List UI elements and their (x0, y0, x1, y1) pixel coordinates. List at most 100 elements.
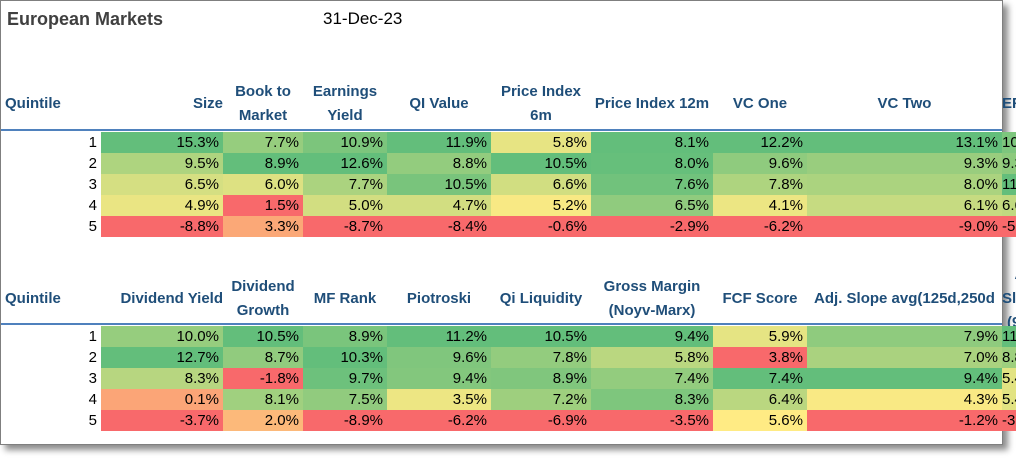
quintile-cell: 3 (1, 368, 101, 389)
value-cell: 13.1% (807, 132, 1002, 153)
column-header: Price Index 12m (594, 95, 710, 112)
value-cell: -3.8% (1002, 410, 1016, 431)
header-separator (1, 129, 1002, 131)
value-cell: 6.6% (1002, 195, 1016, 216)
value-cell: -1.2% (807, 410, 1002, 431)
date-label: 31-Dec-23 (323, 9, 403, 28)
value-cell: 5.4% (1002, 368, 1016, 389)
quintile-cell: 4 (1, 195, 101, 216)
value-cell: 5.8% (491, 132, 591, 153)
value-cell: 7.2% (491, 389, 591, 410)
table-row: 36.5%6.0%7.7%10.5%6.6%7.6%7.8%8.0%11.5% (1, 174, 1016, 195)
value-cell: -8.7% (303, 216, 387, 237)
value-cell: -3.7% (101, 410, 223, 431)
column-header: Adj. Slope avg(125d,250d (814, 290, 995, 307)
value-cell: 10.5% (223, 326, 303, 347)
value-cell: 7.9% (807, 326, 1002, 347)
value-cell: -2.9% (591, 216, 713, 237)
value-cell: 10.5% (491, 326, 591, 347)
value-cell: 4.3% (807, 389, 1002, 410)
value-cell: 10.9% (303, 132, 387, 153)
value-cell: 15.3% (101, 132, 223, 153)
value-cell: 12.6% (303, 153, 387, 174)
table-row: 110.0%10.5%8.9%11.2%10.5%9.4%5.9%7.9%11.… (1, 326, 1016, 347)
value-cell: 5.4% (1002, 389, 1016, 410)
value-cell: 6.5% (101, 174, 223, 195)
value-cell: 8.9% (491, 368, 591, 389)
page-title: European Markets (7, 9, 164, 29)
value-cell: 8.1% (591, 132, 713, 153)
value-cell: 8.8% (387, 153, 491, 174)
value-cell: 3.3% (223, 216, 303, 237)
column-header: Book to Market (235, 83, 291, 124)
value-cell: -8.9% (303, 410, 387, 431)
value-cell: 6.4% (713, 389, 807, 410)
value-cell: 2.0% (223, 410, 303, 431)
value-cell: 1.5% (223, 195, 303, 216)
quintile-cell: 1 (1, 326, 101, 347)
quintile-cell: 2 (1, 347, 101, 368)
column-header: VC One (732, 95, 788, 112)
value-cell: 6.5% (591, 195, 713, 216)
column-header: Dividend Yield (120, 290, 223, 307)
column-header: Qi Liquidity (499, 290, 583, 307)
table-row: 29.5%8.9%12.6%8.8%10.5%8.0%9.6%9.3%9.3% (1, 153, 1016, 174)
value-cell: 10.5% (387, 174, 491, 195)
column-header: Dividend Growth (231, 278, 295, 319)
value-cell: 7.4% (591, 368, 713, 389)
value-cell: -6.2% (387, 410, 491, 431)
value-cell: 4.9% (101, 195, 223, 216)
column-header: FCF Score (722, 290, 798, 307)
value-cell: 8.8% (1002, 347, 1016, 368)
value-cell: 9.4% (807, 368, 1002, 389)
value-cell: 9.6% (713, 153, 807, 174)
value-cell: 9.7% (303, 368, 387, 389)
quintile-cell: 2 (1, 153, 101, 174)
value-cell: -8.8% (101, 216, 223, 237)
column-header: Size (192, 95, 223, 112)
value-cell: 7.7% (303, 174, 387, 195)
quintile-header: Quintile (5, 290, 61, 307)
value-cell: 10.0% (101, 326, 223, 347)
table-row: 44.9%1.5%5.0%4.7%5.2%6.5%4.1%6.1%6.6% (1, 195, 1016, 216)
value-cell: 3.8% (713, 347, 807, 368)
column-header: Price Index 6m (500, 83, 582, 124)
quintile-cell: 5 (1, 216, 101, 237)
value-cell: 5.8% (591, 347, 713, 368)
value-cell: 11.9% (387, 132, 491, 153)
column-header: MF Rank (313, 290, 377, 307)
table-row: 1 15.3% 7.7% 10.9% 11.9% 5.8% 8.1% 12.2% 13.1% 10… (1, 132, 1016, 153)
header-separator (1, 323, 1002, 325)
table-row: 5 -3.7% 2.0% -8.9% -6.2% -6.9% -3.5% 5.6% -1.2% -… (1, 410, 1016, 431)
column-header: Piotroski (406, 290, 472, 307)
value-cell: 9.4% (591, 326, 713, 347)
value-cell: 5.0% (303, 195, 387, 216)
value-cell: -6.2% (713, 216, 807, 237)
value-cell: 4.1% (713, 195, 807, 216)
value-cell: 11.2% (387, 326, 491, 347)
column-header: Adj. Slope (90d) (1002, 266, 1016, 331)
value-cell: 7.4% (713, 368, 807, 389)
value-cell: -8.4% (387, 216, 491, 237)
quintile-header: Quintile (5, 95, 61, 112)
value-cell: 5.9% (713, 326, 807, 347)
value-cell: 9.3% (807, 153, 1002, 174)
value-cell: 7.6% (591, 174, 713, 195)
value-cell: 3.5% (387, 389, 491, 410)
value-cell: 8.0% (591, 153, 713, 174)
value-cell: 0.1% (101, 389, 223, 410)
table-row: 38.3%-1.8%9.7%9.4%8.9%7.4%7.4%9.4%5.4% (1, 368, 1016, 389)
value-cell: 11.5% (1002, 174, 1016, 195)
quintile-cell: 4 (1, 389, 101, 410)
value-cell: 6.6% (491, 174, 591, 195)
value-cell: 9.4% (387, 368, 491, 389)
value-cell: 9.3% (1002, 153, 1016, 174)
table-frame: European Markets 31-Dec-23 Quintile Size B… (0, 0, 1016, 445)
value-cell: 7.8% (491, 347, 591, 368)
quintile-cell: 3 (1, 174, 101, 195)
value-cell: 5.2% (491, 195, 591, 216)
value-cell: 8.3% (101, 368, 223, 389)
value-cell: 8.1% (223, 389, 303, 410)
value-cell: 7.0% (807, 347, 1002, 368)
value-cell: 8.7% (223, 347, 303, 368)
